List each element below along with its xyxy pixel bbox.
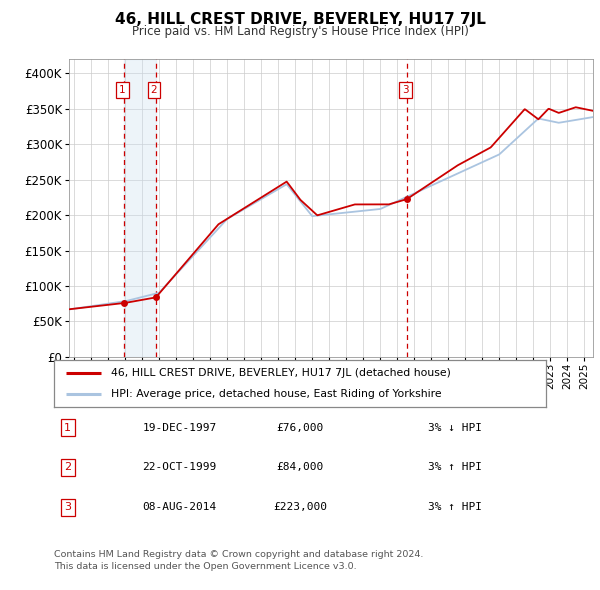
Text: 3% ↓ HPI: 3% ↓ HPI [428, 423, 482, 432]
Text: Contains HM Land Registry data © Crown copyright and database right 2024.: Contains HM Land Registry data © Crown c… [54, 550, 424, 559]
Text: 3% ↑ HPI: 3% ↑ HPI [428, 463, 482, 472]
Text: 1: 1 [64, 423, 71, 432]
Text: 3% ↑ HPI: 3% ↑ HPI [428, 503, 482, 512]
Text: This data is licensed under the Open Government Licence v3.0.: This data is licensed under the Open Gov… [54, 562, 356, 571]
Text: 1: 1 [119, 86, 126, 95]
Text: 19-DEC-1997: 19-DEC-1997 [143, 423, 217, 432]
Text: £223,000: £223,000 [273, 503, 327, 512]
Text: £76,000: £76,000 [277, 423, 323, 432]
Text: Price paid vs. HM Land Registry's House Price Index (HPI): Price paid vs. HM Land Registry's House … [131, 25, 469, 38]
Text: 2: 2 [151, 86, 157, 95]
Text: 22-OCT-1999: 22-OCT-1999 [143, 463, 217, 472]
Bar [124, 59, 156, 357]
Text: 2: 2 [64, 463, 71, 472]
Text: 08-AUG-2014: 08-AUG-2014 [143, 503, 217, 512]
Text: 3: 3 [402, 86, 409, 95]
Text: £84,000: £84,000 [277, 463, 323, 472]
Text: HPI: Average price, detached house, East Riding of Yorkshire: HPI: Average price, detached house, East… [110, 389, 441, 399]
Text: 46, HILL CREST DRIVE, BEVERLEY, HU17 7JL (detached house): 46, HILL CREST DRIVE, BEVERLEY, HU17 7JL… [110, 368, 451, 378]
Text: 3: 3 [64, 503, 71, 512]
Text: 46, HILL CREST DRIVE, BEVERLEY, HU17 7JL: 46, HILL CREST DRIVE, BEVERLEY, HU17 7JL [115, 12, 485, 27]
